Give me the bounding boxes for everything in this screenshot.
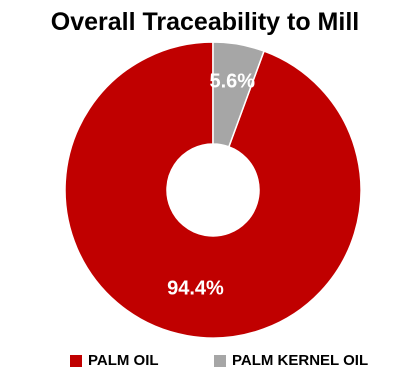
chart-title: Overall Traceability to Mill xyxy=(50,8,360,36)
legend-swatch-palm-kernel-oil xyxy=(214,354,226,367)
legend-item-palm-kernel-oil: PALM KERNEL OIL xyxy=(214,352,368,369)
legend: PALM OIL PALM KERNEL OIL xyxy=(0,352,410,376)
legend-swatch-palm-oil xyxy=(70,354,82,367)
legend-label-palm-oil: PALM OIL xyxy=(88,352,159,369)
slice-palm-oil xyxy=(64,41,362,339)
data-label-palm-kernel-oil: 5.6% xyxy=(209,71,255,93)
slice-palm-kernel-oil xyxy=(212,41,265,148)
legend-item-palm-oil: PALM OIL xyxy=(70,352,159,369)
data-label-palm-oil: 94.4% xyxy=(167,277,224,299)
legend-label-palm-kernel-oil: PALM KERNEL OIL xyxy=(232,352,369,369)
